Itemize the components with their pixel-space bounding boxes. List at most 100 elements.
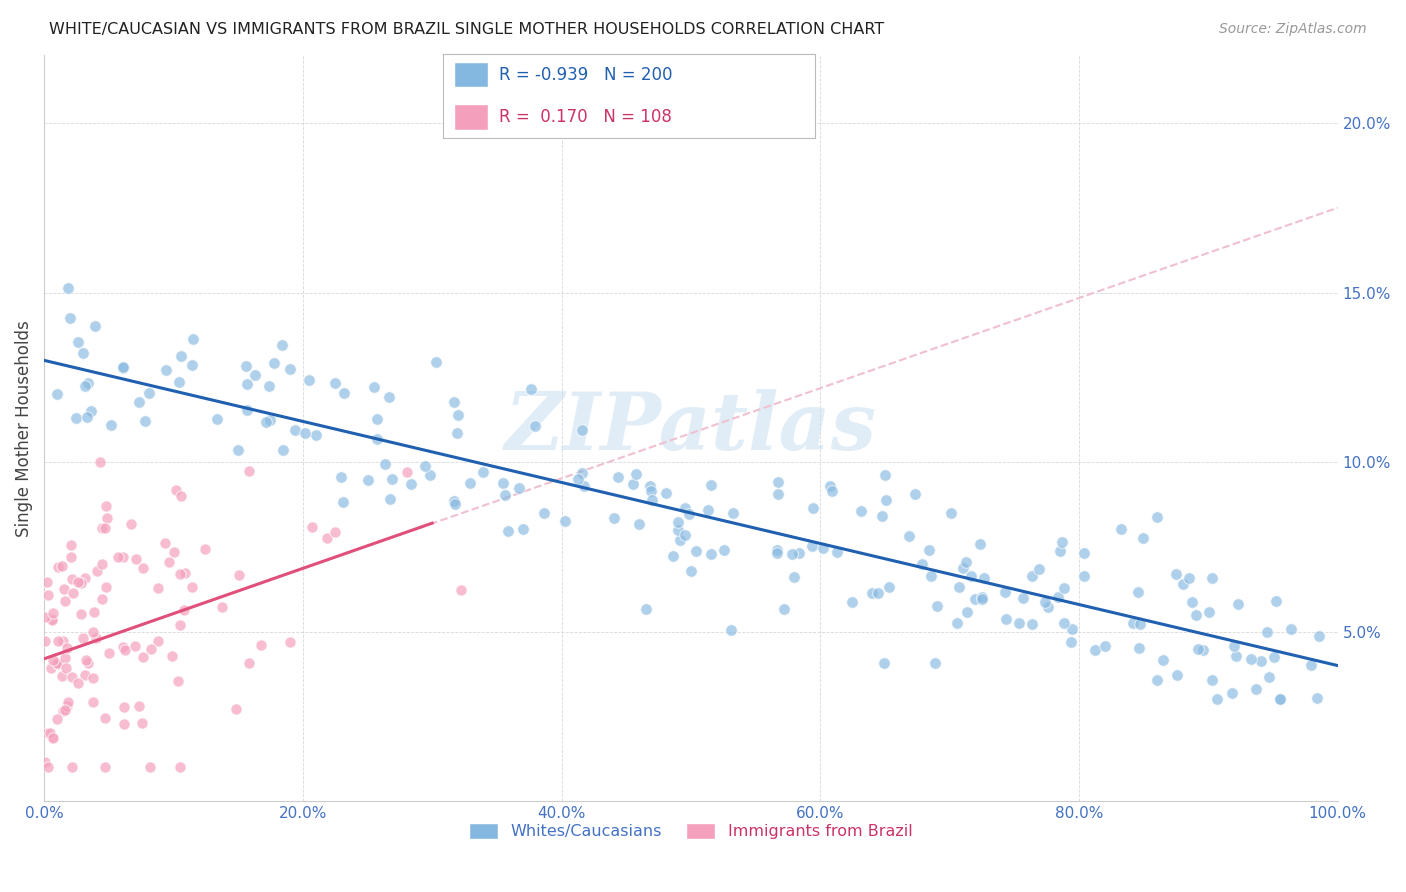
Point (1206, 692, 1229, 706)
Point (174, 566, 197, 580)
Point (1083, 642, 1105, 657)
Point (924, 656, 946, 670)
Point (973, 571, 995, 585)
Point (107, 549, 129, 564)
Point (236, 376, 259, 391)
Point (169, 566, 191, 581)
Point (381, 472, 404, 486)
Point (673, 528, 696, 542)
Point (571, 467, 593, 481)
Point (169, 349, 191, 363)
Point (1073, 569, 1095, 583)
Point (696, 503, 718, 517)
Point (713, 543, 735, 558)
Point (90, 557, 112, 571)
Point (875, 493, 897, 508)
Point (270, 338, 292, 352)
Point (100, 418, 122, 433)
Point (228, 568, 250, 582)
Point (1268, 692, 1291, 706)
Legend: Whites/Caucasians, Immigrants from Brazil: Whites/Caucasians, Immigrants from Brazi… (463, 816, 920, 846)
Point (972, 592, 994, 607)
Point (165, 483, 187, 497)
Point (124, 639, 146, 653)
Point (801, 539, 824, 553)
Point (243, 368, 266, 382)
Point (1053, 581, 1076, 595)
Point (533, 506, 555, 520)
Point (447, 409, 470, 423)
Point (97, 646, 120, 660)
Point (91, 591, 114, 606)
Point (1166, 668, 1188, 682)
Point (773, 602, 796, 616)
Point (1178, 570, 1201, 584)
Point (720, 623, 742, 637)
Point (53, 594, 76, 608)
Point (1201, 571, 1223, 585)
Point (170, 489, 193, 503)
Point (42, 606, 65, 620)
Text: R =  0.170   N = 108: R = 0.170 N = 108 (499, 108, 672, 126)
Text: ZIPatlas: ZIPatlas (505, 390, 877, 467)
Text: Source: ZipAtlas.com: Source: ZipAtlas.com (1219, 22, 1367, 37)
Point (67, 676, 90, 690)
Point (66, 335, 89, 350)
Point (1279, 622, 1302, 636)
Point (673, 500, 696, 515)
Point (955, 605, 977, 619)
Point (96, 511, 118, 525)
Point (1146, 673, 1168, 688)
Point (666, 515, 689, 529)
Point (1164, 566, 1187, 581)
Point (46, 656, 69, 670)
Point (284, 423, 307, 437)
Point (112, 716, 135, 731)
Point (969, 537, 991, 551)
Point (444, 498, 467, 512)
Point (948, 580, 970, 594)
Point (60, 760, 83, 774)
Point (1240, 652, 1263, 666)
Point (1033, 595, 1056, 609)
Point (120, 517, 142, 532)
Point (205, 412, 228, 426)
Point (181, 580, 204, 594)
Point (89, 455, 111, 469)
Point (157, 555, 180, 569)
Point (167, 673, 190, 688)
Point (554, 514, 576, 528)
Point (787, 545, 810, 559)
Point (226, 442, 249, 457)
Point (571, 423, 593, 437)
Point (238, 464, 260, 478)
Point (1046, 590, 1069, 604)
Point (849, 504, 872, 518)
Point (60, 572, 83, 586)
Point (765, 546, 787, 560)
Point (1306, 691, 1329, 706)
Point (700, 478, 723, 492)
Point (678, 507, 700, 521)
Point (1128, 640, 1150, 655)
Point (72, 631, 94, 645)
Point (80, 404, 103, 418)
Point (941, 506, 963, 520)
Point (111, 361, 134, 376)
Point (512, 522, 534, 536)
Point (1008, 616, 1031, 631)
Point (945, 616, 967, 631)
Point (1146, 509, 1168, 524)
Point (155, 363, 177, 377)
Point (1028, 562, 1050, 576)
Point (443, 494, 465, 508)
Point (235, 403, 257, 417)
Point (93, 521, 115, 535)
Point (918, 543, 941, 558)
Point (641, 492, 664, 507)
Point (1222, 640, 1244, 654)
Point (90, 521, 112, 535)
Point (59, 537, 82, 551)
Point (333, 385, 356, 400)
Point (181, 332, 204, 346)
